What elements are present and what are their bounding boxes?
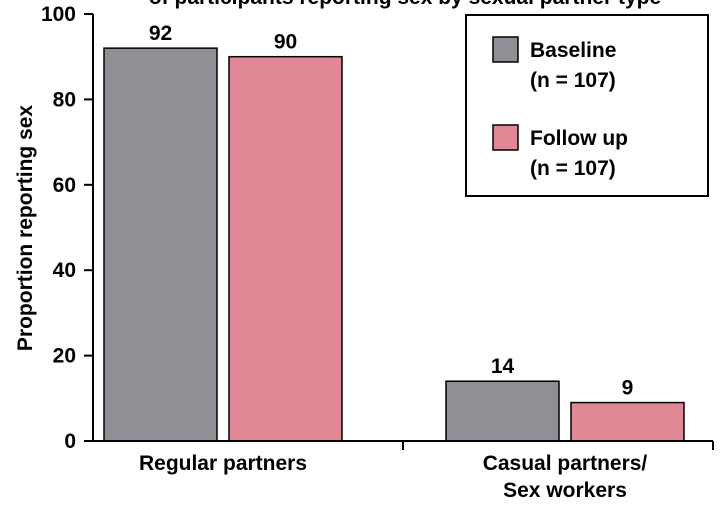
axes-layer bbox=[84, 13, 714, 450]
data-label: 92 bbox=[149, 22, 172, 45]
bars-layer bbox=[103, 47, 685, 442]
y-axis-title: Proportion reporting sex bbox=[14, 105, 37, 352]
category-label: Regular partners bbox=[139, 452, 307, 475]
bar-follow-up-1 bbox=[228, 55, 343, 442]
bar-baseline-2 bbox=[445, 380, 560, 442]
data-label: 14 bbox=[491, 355, 515, 378]
legend-label: Baseline bbox=[530, 39, 616, 62]
y-tick-label: 100 bbox=[41, 3, 76, 26]
y-tick-label: 40 bbox=[53, 259, 76, 282]
bar-baseline-1 bbox=[103, 47, 218, 442]
y-tick-label: 60 bbox=[53, 174, 76, 197]
legend-sublabel: (n = 107) bbox=[530, 69, 616, 92]
bar-follow-up-2 bbox=[570, 401, 685, 442]
chart-title: of participants reporting sex by sexual … bbox=[149, 0, 661, 9]
labels-layer: 92 90 Regular partners 14 9 Casual partners/S… bbox=[41, 3, 648, 502]
legend-swatch-follow-up bbox=[492, 124, 519, 151]
legend-swatch-baseline bbox=[492, 36, 519, 63]
y-tick-label: 0 bbox=[64, 430, 76, 453]
y-tick-label: 80 bbox=[53, 88, 76, 111]
legend-sublabel: (n = 107) bbox=[530, 157, 616, 180]
legend: Baseline (n = 107) Follow up (n = 107) bbox=[465, 14, 709, 197]
data-label: 9 bbox=[622, 377, 634, 400]
y-tick-label: 20 bbox=[53, 345, 76, 368]
data-label: 90 bbox=[274, 31, 297, 54]
category-label: Casual partners/Sex workers bbox=[483, 452, 648, 500]
legend-label: Follow up bbox=[530, 127, 628, 150]
